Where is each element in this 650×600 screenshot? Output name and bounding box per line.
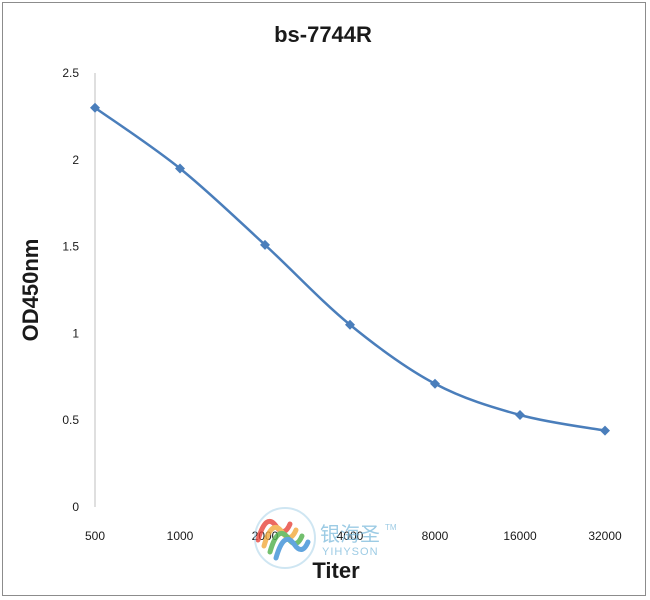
x-tick-label: 32000 [588, 529, 622, 543]
y-tick-label: 2 [72, 153, 79, 167]
logo-brand-en: YIHYSON [322, 546, 379, 558]
chart-title: bs-7744R [274, 22, 372, 47]
x-tick-label: 8000 [422, 529, 449, 543]
data-point-marker [600, 425, 610, 436]
y-tick-label: 0 [72, 500, 79, 514]
data-point-marker [515, 409, 525, 420]
x-tick-label: 4000 [337, 529, 364, 543]
logo-ribbon-icon [254, 507, 316, 569]
y-tick-label: 1 [72, 326, 79, 340]
data-point-marker [175, 163, 185, 174]
series-line [94, 106, 606, 432]
x-tick-label: 1000 [167, 529, 194, 543]
y-tick-label: 2.5 [62, 66, 79, 80]
data-point-marker [345, 319, 355, 330]
y-axis-title: OD450nm [18, 239, 43, 342]
y-tick-label: 0.5 [62, 413, 79, 427]
x-tick-label: 16000 [503, 529, 537, 543]
logo-brand-cn: 银海圣 [320, 522, 380, 546]
data-point-marker [430, 378, 440, 389]
logo-tm: TM [385, 523, 397, 532]
x-tick-label: 500 [85, 529, 105, 543]
yihyson-logo-watermark: 银海圣 TM YIHYSON [254, 507, 397, 569]
y-axis-ticks: 0 0.5 1 1.5 2 2.5 [62, 66, 79, 514]
x-axis-title: Titer [312, 558, 360, 583]
y-tick-label: 1.5 [62, 240, 79, 254]
data-point-marker [260, 239, 270, 250]
data-point-marker [90, 102, 100, 113]
data-point-markers [90, 102, 610, 436]
